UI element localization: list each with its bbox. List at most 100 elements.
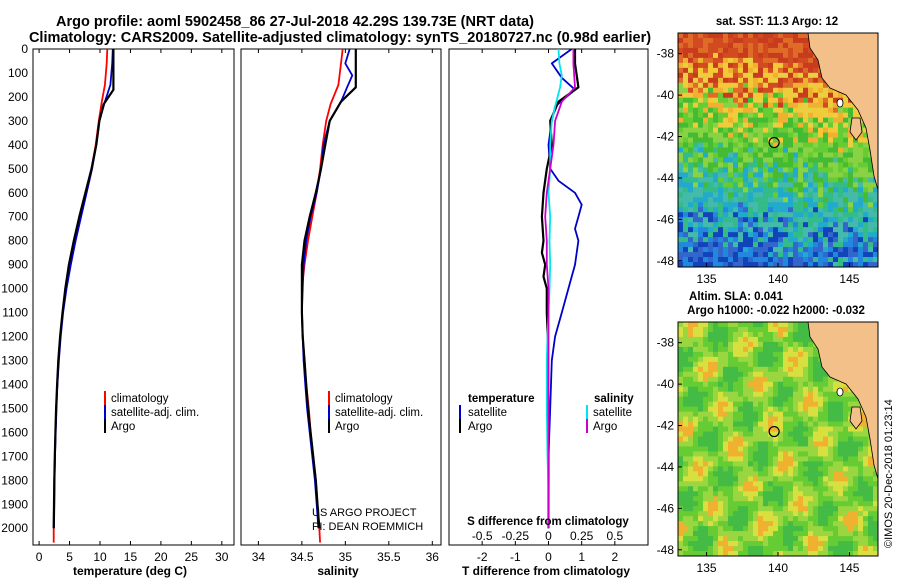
map-cell (723, 232, 729, 238)
map-cell (698, 212, 704, 218)
map-cell (783, 142, 789, 148)
map-cell (708, 72, 714, 79)
map-cell (693, 182, 699, 188)
map-cell (798, 162, 804, 168)
map-cell (833, 142, 839, 148)
x-tick-label: 34.5 (290, 550, 314, 564)
map-cell (793, 476, 799, 482)
map-cell (768, 137, 774, 143)
map-cell (843, 486, 849, 492)
map-cell (793, 481, 799, 487)
map-cell (778, 322, 784, 328)
map-cell (833, 217, 839, 223)
map-cell (873, 506, 878, 512)
map-cell (813, 87, 819, 94)
map-cell (788, 431, 794, 437)
map-cell (798, 97, 804, 104)
map-cell (743, 102, 749, 109)
map-cell (783, 207, 789, 213)
map-cell (833, 192, 839, 198)
map-cell (783, 157, 789, 163)
map-cell (703, 536, 709, 542)
map-cell (763, 336, 769, 343)
map-cell (708, 202, 714, 208)
map-cell (713, 356, 719, 363)
map-cell (728, 386, 734, 393)
map-cell (738, 461, 744, 467)
map-cell (808, 162, 814, 168)
map-cell (763, 222, 769, 228)
map-cell (798, 107, 804, 114)
map-cell (803, 431, 809, 437)
map-cell (873, 511, 878, 517)
map-cell (868, 471, 874, 477)
map-cell (783, 102, 789, 109)
map-cell (778, 82, 784, 89)
map-cell (808, 107, 814, 114)
map-cell (793, 157, 799, 163)
map-cell (683, 346, 689, 353)
map-cell (693, 331, 699, 338)
map-cell (793, 33, 799, 39)
map-cell (683, 331, 689, 338)
map-cell (833, 536, 839, 542)
map-cell (833, 466, 839, 472)
map-cell (703, 331, 709, 338)
sla-map-title-line2: Argo h1000: -0.022 h2000: -0.032 (687, 305, 865, 317)
map-cell (743, 336, 749, 343)
map-cell (808, 62, 814, 69)
map-cell (833, 541, 839, 547)
map-cell (723, 33, 729, 39)
map-cell (728, 356, 734, 363)
map-cell (798, 177, 804, 183)
map-cell (778, 87, 784, 94)
map-cell (793, 376, 799, 383)
map-cell (763, 401, 769, 408)
map-cell (753, 117, 759, 124)
map-cell (783, 506, 789, 512)
map-cell (793, 346, 799, 353)
map-cell (843, 471, 849, 477)
map-cell (703, 67, 709, 74)
map-cell (728, 152, 734, 158)
map-cell (853, 466, 859, 472)
map-cell (863, 451, 869, 457)
map-cell (823, 242, 829, 248)
map-cell (683, 521, 689, 527)
map-cell (758, 376, 764, 383)
map-cell (688, 152, 694, 158)
map-cell (808, 157, 814, 163)
map-cell (838, 202, 844, 208)
map-cell (738, 262, 744, 267)
map-cell (853, 192, 859, 198)
map-cell (768, 486, 774, 492)
map-cell (833, 242, 839, 248)
map-cell (713, 551, 719, 556)
map-cell (823, 182, 829, 188)
map-cell (793, 322, 799, 328)
map-cell (783, 386, 789, 393)
map-cell (738, 471, 744, 477)
map-cell (838, 177, 844, 183)
map-cell (843, 157, 849, 163)
map-cell (713, 341, 719, 348)
map-cell (778, 331, 784, 338)
map-cell (768, 546, 774, 552)
map-cell (723, 127, 729, 133)
map-cell (788, 127, 794, 133)
map-cell (783, 62, 789, 69)
map-cell (683, 376, 689, 383)
map-cell (853, 187, 859, 193)
map-cell (723, 381, 729, 388)
map-cell (858, 471, 864, 477)
map-cell (843, 132, 849, 138)
map-cell (858, 202, 864, 208)
map-cell (713, 461, 719, 467)
map-cell (818, 411, 824, 417)
map-cell (818, 87, 824, 94)
map-cell (753, 162, 759, 168)
legend-label-argo: Argo (111, 421, 135, 433)
map-cell (753, 371, 759, 378)
map-cell (693, 386, 699, 393)
map-cell (788, 227, 794, 233)
